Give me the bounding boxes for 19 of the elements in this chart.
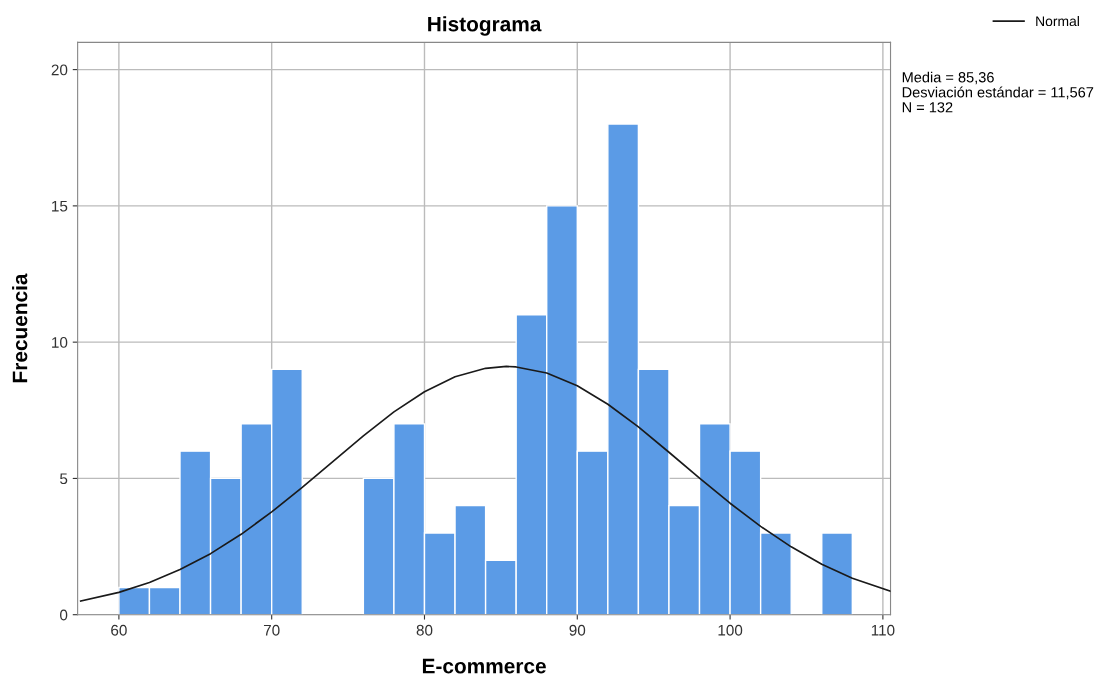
x-tick-label: 80: [416, 624, 433, 636]
chart-title: Histograma: [428, 16, 542, 36]
y-tick-label: 20: [51, 64, 68, 76]
x-tick-label: 70: [263, 624, 280, 636]
y-axis-title: Frecuencia: [12, 273, 28, 383]
y-tick-label: 10: [52, 337, 68, 348]
y-tick-label: 15: [52, 200, 68, 212]
x-tick-label: 90: [569, 624, 586, 636]
x-axis-title: E-commerce: [422, 658, 546, 674]
x-tick-label: 110: [871, 624, 895, 636]
x-tick-label: 100: [718, 624, 743, 636]
legend-label: Normal: [1036, 15, 1079, 27]
line-series: [79, 365, 891, 602]
text: Desviación estándar = 11,567: [902, 86, 1094, 100]
y-tick-label: 5: [60, 473, 68, 485]
x-tick-label: 60: [111, 624, 127, 636]
text: N = 132: [902, 102, 953, 113]
y-tick-label: 0: [60, 609, 68, 621]
text: Media = 85,36: [902, 71, 994, 85]
